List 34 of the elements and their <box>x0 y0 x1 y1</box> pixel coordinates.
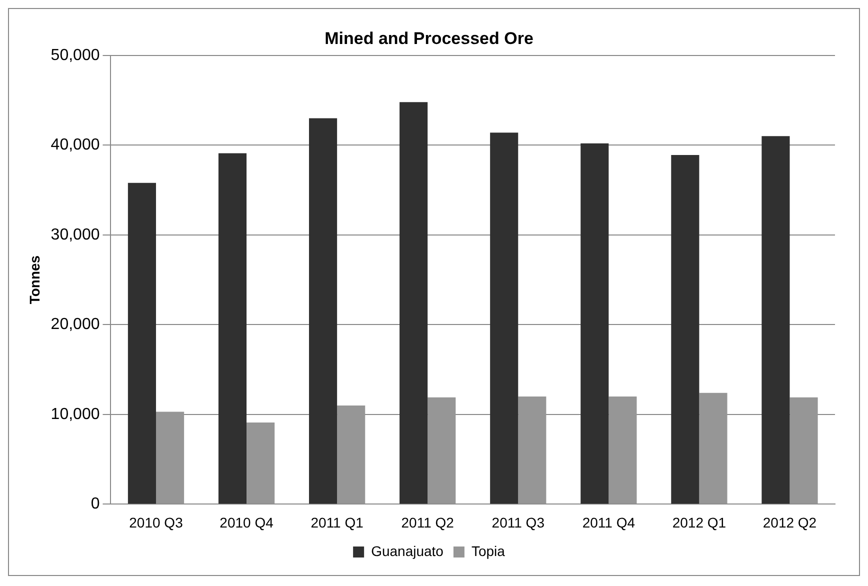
x-tick-label: 2010 Q4 <box>220 514 274 530</box>
chart-title: Mined and Processed Ore <box>324 28 534 48</box>
bar <box>790 397 818 504</box>
y-tick-label: 30,000 <box>50 226 100 244</box>
bar <box>428 397 456 504</box>
y-tick-label: 20,000 <box>50 316 100 334</box>
x-tick-label: 2011 Q4 <box>582 514 636 530</box>
x-tick-label: 2011 Q3 <box>492 514 545 530</box>
y-tick-label: 40,000 <box>50 136 100 154</box>
legend-label: Topia <box>471 542 506 559</box>
y-tick-label: 50,000 <box>50 46 100 64</box>
x-tick-label: 2011 Q1 <box>310 514 364 530</box>
bar <box>671 155 700 504</box>
x-tick-label: 2010 Q3 <box>129 514 184 530</box>
bar <box>218 153 247 504</box>
bar <box>156 412 184 504</box>
bar <box>490 132 518 504</box>
x-tick-label: 2012 Q1 <box>672 514 726 530</box>
bar <box>309 118 338 504</box>
bar <box>337 405 366 504</box>
legend-label: Guanajuato <box>371 542 444 559</box>
bar <box>246 422 275 504</box>
bar <box>608 396 637 504</box>
x-tick-label: 2011 Q2 <box>401 514 454 530</box>
bar <box>400 102 428 504</box>
bar <box>518 396 546 504</box>
bar <box>580 143 609 504</box>
y-tick-label: 10,000 <box>50 406 100 423</box>
bar <box>762 136 790 504</box>
x-tick-label: 2012 Q2 <box>762 514 817 530</box>
bar <box>699 392 728 504</box>
y-axis-title: Tonnes <box>26 255 42 304</box>
bar <box>128 182 156 504</box>
y-tick-label: 0 <box>90 496 100 513</box>
